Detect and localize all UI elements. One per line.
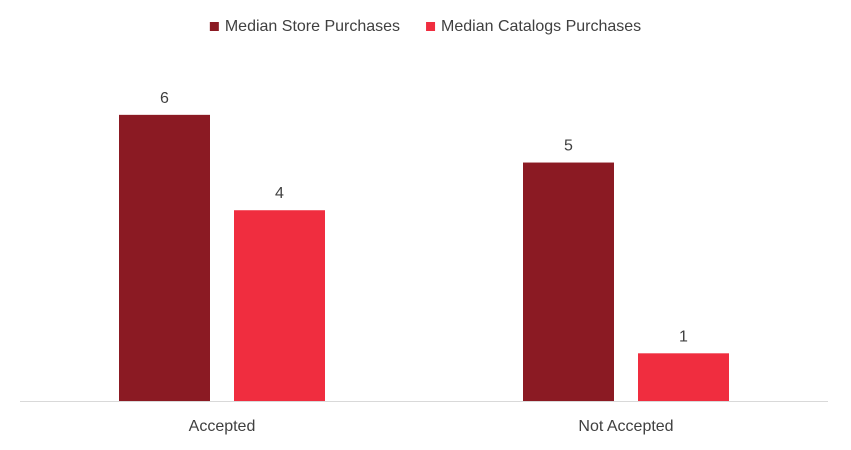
bar-store-not-accepted [523,162,614,401]
legend: Median Store Purchases Median Catalogs Pu… [209,18,641,35]
legend-label: Median Catalogs Purchases [441,18,641,35]
legend-swatch [209,22,219,31]
legend-item-catalogs: Median Catalogs Purchases [426,18,641,35]
bar-store-accepted [119,114,210,401]
bar-catalogs-not-accepted [638,353,729,401]
data-label: 4 [275,185,284,202]
data-label: 6 [160,90,169,107]
bar-catalogs-accepted [234,210,325,401]
data-label: 5 [564,138,573,155]
x-tick-label: Accepted [189,418,256,435]
x-tick-label: Not Accepted [578,418,673,435]
value-labels-group: 6 4 5 1 [160,90,688,345]
legend-swatch [426,22,436,31]
data-label: 1 [679,328,688,345]
legend-item-store: Median Store Purchases [209,18,400,35]
legend-label: Median Store Purchases [225,18,400,35]
x-axis-tick-labels: Accepted Not Accepted [189,418,674,435]
bars-group [119,114,729,401]
